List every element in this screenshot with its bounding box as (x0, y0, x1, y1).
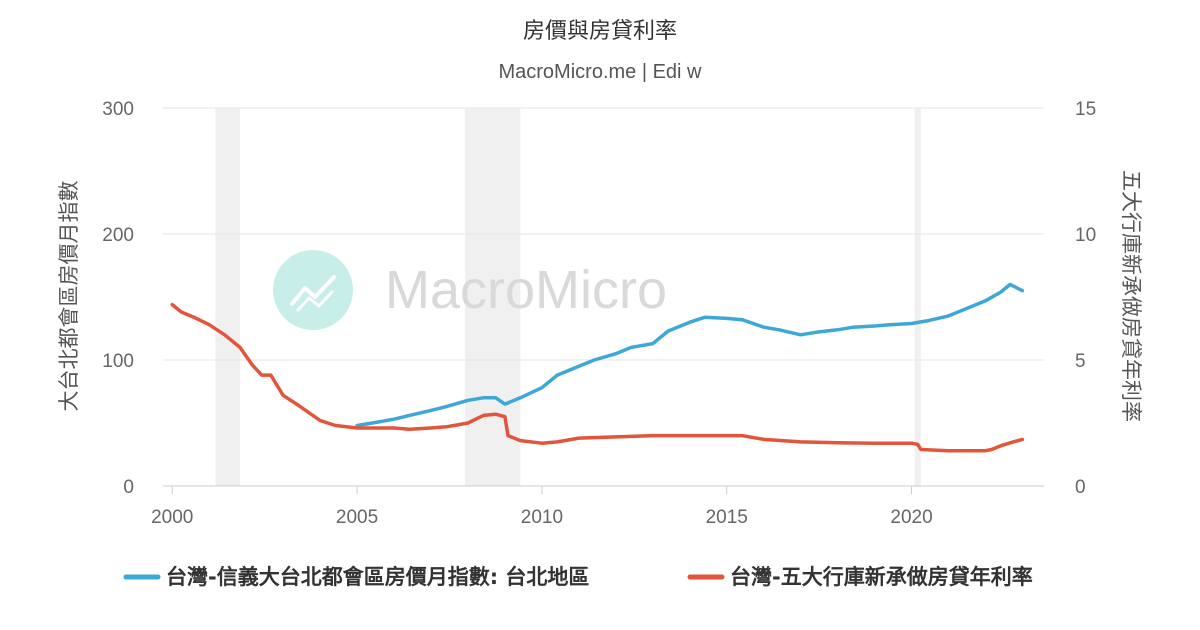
y-axis-right-title: 五大行庫新承做房貸年利率 (1119, 170, 1143, 422)
y-right-tick-label: 5 (1075, 351, 1086, 372)
legend-label-mortgage-rate[interactable]: 台灣-五大行庫新承做房貸年利率 (730, 565, 1033, 589)
y-right-tick-label: 10 (1075, 225, 1096, 246)
recession-bands (215, 108, 921, 486)
series-line-mortgage-rate[interactable] (170, 302, 1025, 453)
y-left-tick-label: 200 (102, 225, 134, 246)
x-tick-label: 2010 (521, 507, 563, 528)
recession-band-1 (464, 108, 521, 486)
chart-title: 房價與房貸利率 (523, 19, 677, 44)
watermark-logo-icon (273, 250, 353, 330)
series-line-house-price[interactable] (355, 282, 1025, 428)
watermark-logo-line-icon-2 (296, 290, 334, 312)
y-axis-right-ticks: 0 5 10 15 (1075, 99, 1096, 498)
watermark-text: MacroMicro (385, 260, 667, 320)
chart-subtitle: MacroMicro.me | Edi w (498, 61, 702, 83)
recession-band-2 (914, 108, 921, 486)
watermark: MacroMicro (273, 250, 667, 330)
watermark-logo-line-icon (290, 275, 336, 306)
series-lines (170, 282, 1025, 453)
y-left-tick-label: 100 (102, 351, 134, 372)
y-left-tick-label: 300 (102, 99, 134, 120)
recession-band-0 (215, 108, 241, 486)
y-right-tick-label: 0 (1075, 477, 1086, 498)
y-right-tick-label: 15 (1075, 99, 1096, 120)
legend: 台灣-信義大台北都會區房價月指數: 台北地區 台灣-五大行庫新承做房貸年利率 (123, 565, 1033, 589)
x-tick-label: 2005 (336, 507, 378, 528)
x-tick-label: 2020 (890, 507, 932, 528)
y-left-tick-label: 0 (123, 477, 134, 498)
y-axis-left-title: 大台北都會區房價月指數 (57, 181, 81, 412)
x-tick-label: 2000 (151, 507, 193, 528)
y-axis-left-ticks: 0 100 200 300 (102, 99, 134, 498)
x-axis-ticks: 2000 2005 2010 2015 2020 (151, 485, 1044, 528)
legend-label-house-price[interactable]: 台灣-信義大台北都會區房價月指數: 台北地區 (166, 565, 589, 589)
x-tick-label: 2015 (706, 507, 748, 528)
